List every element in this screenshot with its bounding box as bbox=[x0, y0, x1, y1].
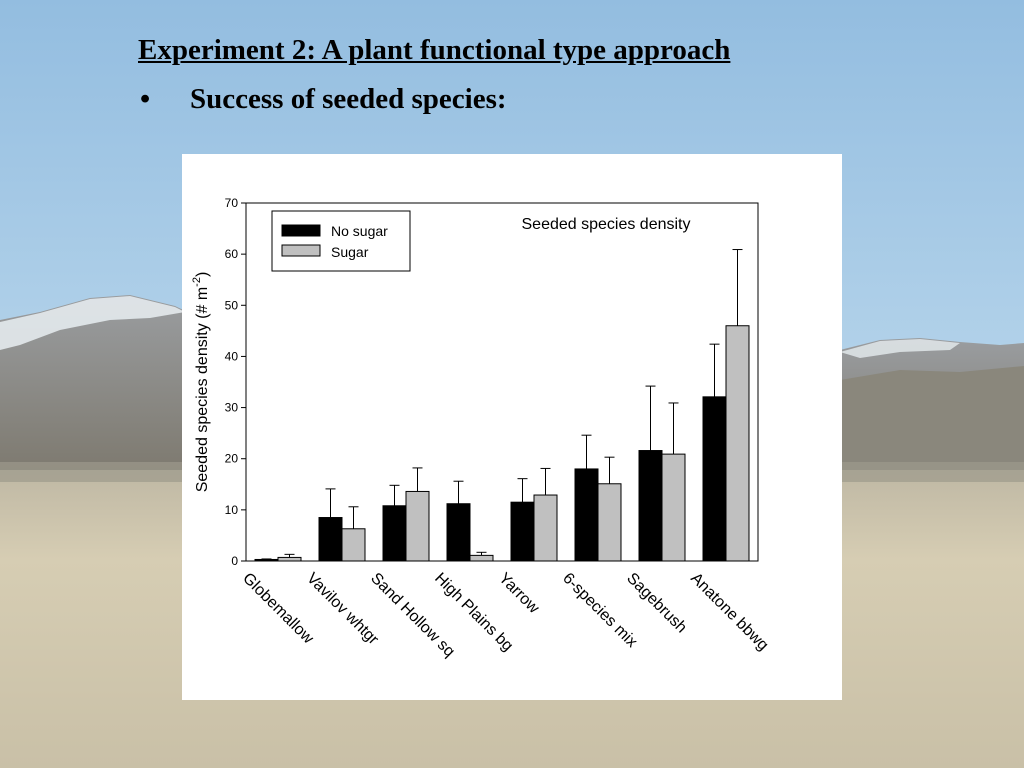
bar-sugar bbox=[533, 494, 558, 562]
bar-no-sugar bbox=[382, 505, 407, 562]
bullet-text: Success of seeded species: bbox=[190, 83, 507, 115]
bar-no-sugar bbox=[638, 450, 663, 562]
bar-no-sugar bbox=[318, 517, 343, 562]
y-axis-label: Seeded species density (# m-2) bbox=[191, 272, 211, 493]
y-tick-label: 40 bbox=[225, 349, 239, 363]
bullet-symbol: • bbox=[140, 83, 151, 115]
bar-sugar bbox=[469, 554, 494, 562]
plot-frame bbox=[245, 202, 759, 562]
chart-title: Seeded species density bbox=[522, 216, 691, 233]
y-axis-label-suffix: ) bbox=[194, 272, 211, 277]
legend-label-no-sugar: No sugar bbox=[331, 223, 388, 239]
bar-no-sugar bbox=[254, 558, 279, 562]
bar-sugar bbox=[405, 490, 430, 562]
bar-sugar bbox=[597, 483, 622, 562]
legend-box bbox=[271, 210, 411, 272]
y-tick-label: 20 bbox=[225, 452, 239, 466]
bar-sugar bbox=[725, 325, 750, 562]
y-tick-label: 0 bbox=[231, 554, 238, 568]
x-tick-label: Sagebrush bbox=[623, 570, 690, 637]
bar-no-sugar bbox=[446, 503, 471, 562]
legend: No sugar Sugar bbox=[271, 210, 411, 272]
y-tick-label: 70 bbox=[225, 196, 239, 210]
bar-no-sugar bbox=[702, 396, 727, 562]
y-axis-label-main: Seeded species density (# m bbox=[194, 287, 211, 492]
legend-label-sugar: Sugar bbox=[331, 244, 369, 260]
slide-title: Experiment 2: A plant functional type ap… bbox=[138, 34, 731, 66]
y-tick-label: 10 bbox=[225, 503, 239, 517]
y-axis-label-superscript: -2 bbox=[191, 277, 203, 287]
y-tick-label: 60 bbox=[225, 247, 239, 261]
y-tick-label: 50 bbox=[225, 298, 239, 312]
y-tick-label: 30 bbox=[225, 401, 239, 415]
bar-no-sugar bbox=[510, 501, 535, 562]
x-tick-label: Anatone bbwg bbox=[687, 570, 771, 654]
bar-no-sugar bbox=[574, 468, 599, 562]
x-tick-label: Yarrow bbox=[495, 570, 542, 617]
legend-swatch-sugar bbox=[281, 244, 321, 257]
bar-sugar bbox=[661, 453, 686, 562]
legend-swatch-no-sugar bbox=[281, 224, 321, 237]
bar-sugar bbox=[341, 528, 366, 562]
bar-sugar bbox=[277, 556, 302, 562]
chart-panel: 0 10 20 30 40 50 60 70 Globemallow Vavilov whtgr S… bbox=[182, 154, 842, 700]
